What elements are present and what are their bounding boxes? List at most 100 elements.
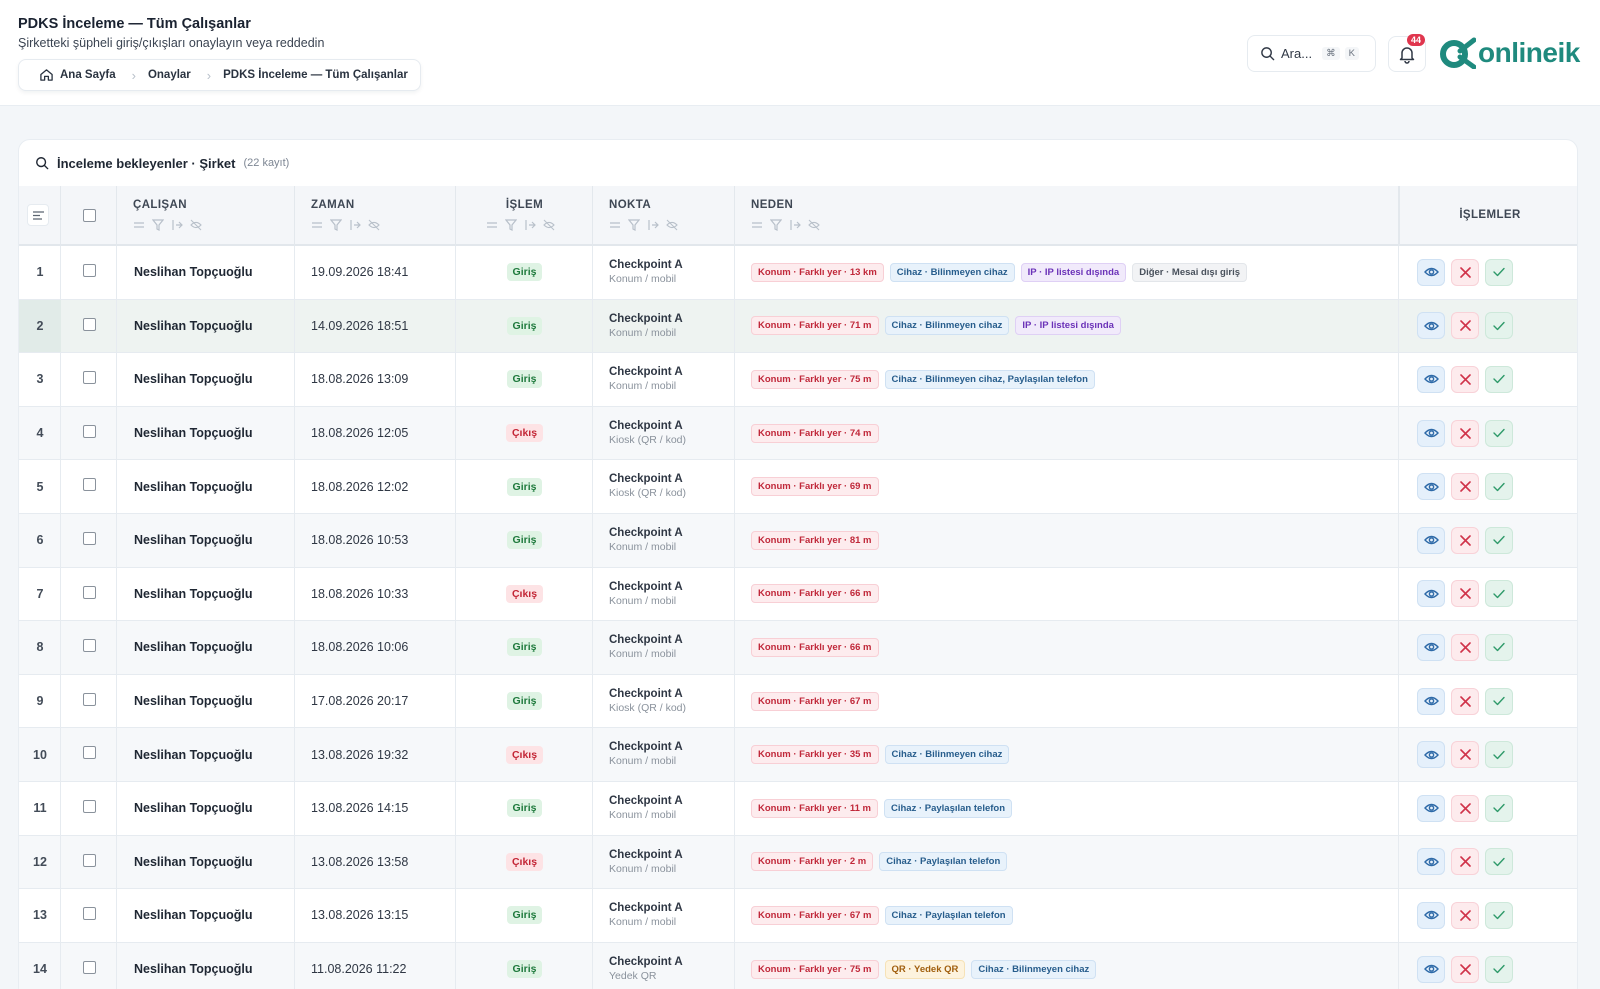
reject-button[interactable] [1451, 794, 1479, 822]
view-button[interactable] [1417, 901, 1445, 929]
approve-button[interactable] [1485, 526, 1513, 554]
filter-icon[interactable] [330, 219, 342, 231]
pin-icon[interactable] [789, 219, 801, 231]
view-button[interactable] [1417, 955, 1445, 983]
row-checkbox[interactable] [83, 585, 96, 599]
brand-logo[interactable]: onlineik [1440, 36, 1588, 70]
reject-button[interactable] [1451, 901, 1479, 929]
view-button[interactable] [1417, 473, 1445, 501]
filter-icon[interactable] [505, 219, 517, 231]
view-button[interactable] [1417, 580, 1445, 608]
approve-button[interactable] [1485, 580, 1513, 608]
reject-button[interactable] [1451, 365, 1479, 393]
table-row[interactable]: 4 Neslihan Topçuoğlu 18.08.2026 12:05 Çıkış… [19, 406, 1577, 461]
row-checkbox[interactable] [83, 264, 96, 277]
filter-icon[interactable] [152, 219, 164, 231]
row-checkbox[interactable] [83, 960, 96, 974]
equals-icon[interactable] [751, 219, 763, 231]
pin-icon[interactable] [349, 219, 361, 231]
column-operation[interactable]: İŞLEM [456, 186, 593, 246]
view-button[interactable] [1417, 848, 1445, 876]
table-row[interactable]: 3 Neslihan Topçuoğlu 18.08.2026 13:09 Giriş… [19, 353, 1577, 407]
reject-button[interactable] [1451, 473, 1479, 501]
column-employee[interactable]: ÇALIŞAN [117, 186, 295, 246]
reject-button[interactable] [1451, 741, 1479, 769]
column-menu-button[interactable] [27, 204, 49, 226]
pin-icon[interactable] [524, 219, 536, 231]
reject-button[interactable] [1451, 258, 1479, 286]
table-row[interactable]: 7 Neslihan Topçuoğlu 18.08.2026 10:33 Çıkış… [19, 567, 1577, 622]
row-checkbox[interactable] [83, 907, 96, 921]
row-checkbox[interactable] [83, 317, 96, 331]
approve-button[interactable] [1485, 419, 1513, 447]
eye-off-icon[interactable] [543, 219, 555, 231]
approve-button[interactable] [1485, 258, 1513, 286]
approve-button[interactable] [1485, 741, 1513, 769]
row-checkbox[interactable] [83, 424, 96, 438]
table-row[interactable]: 5 Neslihan Topçuoğlu 18.08.2026 12:02 Giriş… [19, 460, 1577, 514]
breadcrumb-home[interactable]: Ana Sayfa [39, 68, 116, 82]
row-checkbox[interactable] [83, 746, 96, 760]
reject-button[interactable] [1451, 848, 1479, 876]
approve-button[interactable] [1485, 365, 1513, 393]
reject-button[interactable] [1451, 312, 1479, 340]
view-button[interactable] [1417, 419, 1445, 447]
approve-button[interactable] [1485, 473, 1513, 501]
reject-button[interactable] [1451, 955, 1479, 983]
row-checkbox[interactable] [83, 692, 96, 706]
table-row[interactable]: 8 Neslihan Topçuoğlu 18.08.2026 10:06 Giriş… [19, 621, 1577, 675]
approve-button[interactable] [1485, 848, 1513, 876]
column-point[interactable]: NOKTA [593, 186, 735, 246]
reject-button[interactable] [1451, 526, 1479, 554]
view-button[interactable] [1417, 741, 1445, 769]
approve-button[interactable] [1485, 901, 1513, 929]
select-all-checkbox[interactable] [83, 209, 96, 222]
table-row[interactable]: 14 Neslihan Topçuoğlu 11.08.2026 11:22 Giri… [19, 942, 1577, 989]
eye-off-icon[interactable] [190, 219, 202, 231]
column-reason[interactable]: NEDEN [735, 186, 1399, 246]
table-row[interactable]: 12 Neslihan Topçuoğlu 13.08.2026 13:58 Çıkı… [19, 835, 1577, 890]
column-time[interactable]: ZAMAN [295, 186, 456, 246]
approve-button[interactable] [1485, 955, 1513, 983]
equals-icon[interactable] [609, 219, 621, 231]
pin-icon[interactable] [171, 219, 183, 231]
row-checkbox[interactable] [83, 853, 96, 867]
filter-icon[interactable] [770, 219, 782, 231]
approve-button[interactable] [1485, 633, 1513, 661]
eye-off-icon[interactable] [808, 219, 820, 231]
reject-button[interactable] [1451, 633, 1479, 661]
table-row[interactable]: 6 Neslihan Topçuoğlu 18.08.2026 10:53 Giriş… [19, 514, 1577, 568]
row-checkbox[interactable] [83, 371, 96, 385]
view-button[interactable] [1417, 312, 1445, 340]
reject-button[interactable] [1451, 419, 1479, 447]
view-button[interactable] [1417, 687, 1445, 715]
view-button[interactable] [1417, 365, 1445, 393]
row-checkbox[interactable] [83, 639, 96, 653]
row-checkbox[interactable] [83, 478, 96, 492]
approve-button[interactable] [1485, 312, 1513, 340]
filter-icon[interactable] [628, 219, 640, 231]
row-checkbox[interactable] [83, 532, 96, 545]
view-button[interactable] [1417, 633, 1445, 661]
eye-off-icon[interactable] [666, 219, 678, 231]
table-row[interactable]: 2 Neslihan Topçuoğlu 14.09.2026 18:51 Giriş… [19, 299, 1577, 354]
table-row[interactable]: 9 Neslihan Topçuoğlu 17.08.2026 20:17 Giriş… [19, 674, 1577, 729]
reject-button[interactable] [1451, 687, 1479, 715]
table-row[interactable]: 10 Neslihan Topçuoğlu 13.08.2026 19:32 Çıkı… [19, 728, 1577, 782]
reject-button[interactable] [1451, 580, 1479, 608]
table-row[interactable]: 13 Neslihan Topçuoğlu 13.08.2026 13:15 Giri… [19, 889, 1577, 943]
pin-icon[interactable] [647, 219, 659, 231]
view-button[interactable] [1417, 526, 1445, 554]
view-button[interactable] [1417, 258, 1445, 286]
breadcrumb-approvals[interactable]: Onaylar [148, 69, 191, 81]
global-search[interactable]: Ara... ⌘ K [1247, 35, 1376, 72]
approve-button[interactable] [1485, 687, 1513, 715]
equals-icon[interactable] [486, 219, 498, 231]
equals-icon[interactable] [311, 219, 323, 231]
row-checkbox[interactable] [83, 800, 96, 813]
table-row[interactable]: 11 Neslihan Topçuoğlu 13.08.2026 14:15 Giri… [19, 782, 1577, 836]
approve-button[interactable] [1485, 794, 1513, 822]
equals-icon[interactable] [133, 219, 145, 231]
table-row[interactable]: 1 Neslihan Topçuoğlu 19.09.2026 18:41 Giriş… [19, 246, 1577, 300]
view-button[interactable] [1417, 794, 1445, 822]
